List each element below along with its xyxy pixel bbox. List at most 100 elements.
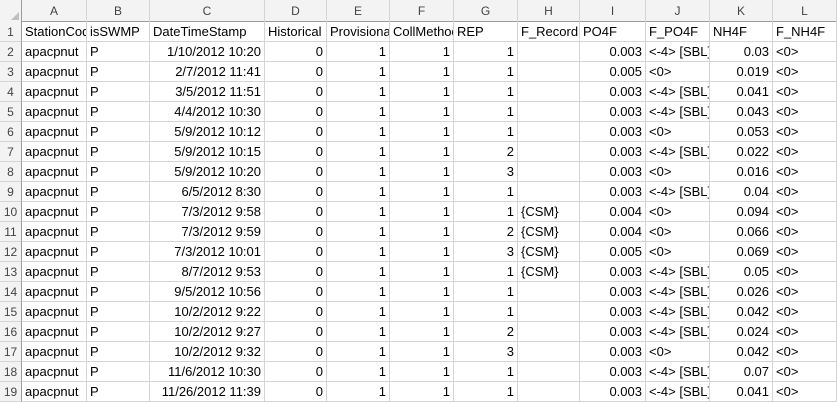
cell-k15[interactable]: 0.042 xyxy=(710,302,773,322)
cell-l7[interactable]: <0> xyxy=(773,142,837,162)
row-header-9[interactable]: 9 xyxy=(0,182,22,202)
cell-c6[interactable]: 5/9/2012 10:12 xyxy=(150,122,265,142)
row-header-10[interactable]: 10 xyxy=(0,202,22,222)
cell-b19[interactable]: P xyxy=(87,382,150,402)
cell-g8[interactable]: 3 xyxy=(454,162,518,182)
cell-l16[interactable]: <0> xyxy=(773,322,837,342)
cell-g15[interactable]: 1 xyxy=(454,302,518,322)
cell-k11[interactable]: 0.066 xyxy=(710,222,773,242)
cell-l19[interactable]: <0> xyxy=(773,382,837,402)
cell-a9[interactable]: apacpnut xyxy=(22,182,87,202)
cell-k12[interactable]: 0.069 xyxy=(710,242,773,262)
cell-l2[interactable]: <0> xyxy=(773,42,837,62)
cell-a4[interactable]: apacpnut xyxy=(22,82,87,102)
cell-c8[interactable]: 5/9/2012 10:20 xyxy=(150,162,265,182)
cell-l8[interactable]: <0> xyxy=(773,162,837,182)
cell-e9[interactable]: 1 xyxy=(327,182,390,202)
column-header-e[interactable]: E xyxy=(327,0,390,22)
header-cell-c[interactable]: DateTimeStamp xyxy=(150,22,265,42)
cell-e15[interactable]: 1 xyxy=(327,302,390,322)
cell-k14[interactable]: 0.026 xyxy=(710,282,773,302)
cell-k2[interactable]: 0.03 xyxy=(710,42,773,62)
cell-b9[interactable]: P xyxy=(87,182,150,202)
cell-l10[interactable]: <0> xyxy=(773,202,837,222)
cell-a10[interactable]: apacpnut xyxy=(22,202,87,222)
cell-e18[interactable]: 1 xyxy=(327,362,390,382)
cell-k8[interactable]: 0.016 xyxy=(710,162,773,182)
cell-i8[interactable]: 0.003 xyxy=(580,162,646,182)
header-cell-d[interactable]: Historical xyxy=(265,22,327,42)
cell-j14[interactable]: <-4> [SBL] xyxy=(646,282,710,302)
cell-h15[interactable] xyxy=(518,302,580,322)
cell-j3[interactable]: <0> xyxy=(646,62,710,82)
cell-c2[interactable]: 1/10/2012 10:20 xyxy=(150,42,265,62)
cell-d13[interactable]: 0 xyxy=(265,262,327,282)
cell-k18[interactable]: 0.07 xyxy=(710,362,773,382)
cell-k6[interactable]: 0.053 xyxy=(710,122,773,142)
cell-b14[interactable]: P xyxy=(87,282,150,302)
cell-f2[interactable]: 1 xyxy=(390,42,454,62)
cell-h8[interactable] xyxy=(518,162,580,182)
cell-g6[interactable]: 1 xyxy=(454,122,518,142)
cell-l17[interactable]: <0> xyxy=(773,342,837,362)
cell-b10[interactable]: P xyxy=(87,202,150,222)
cell-l15[interactable]: <0> xyxy=(773,302,837,322)
cell-h12[interactable]: {CSM} xyxy=(518,242,580,262)
cell-e19[interactable]: 1 xyxy=(327,382,390,402)
cell-d16[interactable]: 0 xyxy=(265,322,327,342)
column-header-j[interactable]: J xyxy=(646,0,710,22)
cell-c10[interactable]: 7/3/2012 9:58 xyxy=(150,202,265,222)
cell-i5[interactable]: 0.003 xyxy=(580,102,646,122)
cell-a12[interactable]: apacpnut xyxy=(22,242,87,262)
cell-e8[interactable]: 1 xyxy=(327,162,390,182)
cell-e5[interactable]: 1 xyxy=(327,102,390,122)
cell-i2[interactable]: 0.003 xyxy=(580,42,646,62)
cell-d7[interactable]: 0 xyxy=(265,142,327,162)
cell-k7[interactable]: 0.022 xyxy=(710,142,773,162)
cell-j4[interactable]: <-4> [SBL] xyxy=(646,82,710,102)
cell-i14[interactable]: 0.003 xyxy=(580,282,646,302)
row-header-16[interactable]: 16 xyxy=(0,322,22,342)
cell-d19[interactable]: 0 xyxy=(265,382,327,402)
cell-b13[interactable]: P xyxy=(87,262,150,282)
cell-k17[interactable]: 0.042 xyxy=(710,342,773,362)
cell-c12[interactable]: 7/3/2012 10:01 xyxy=(150,242,265,262)
cell-i11[interactable]: 0.004 xyxy=(580,222,646,242)
cell-c9[interactable]: 6/5/2012 8:30 xyxy=(150,182,265,202)
cell-i17[interactable]: 0.003 xyxy=(580,342,646,362)
cell-i9[interactable]: 0.003 xyxy=(580,182,646,202)
cell-a7[interactable]: apacpnut xyxy=(22,142,87,162)
cell-b12[interactable]: P xyxy=(87,242,150,262)
cell-d2[interactable]: 0 xyxy=(265,42,327,62)
cell-c11[interactable]: 7/3/2012 9:59 xyxy=(150,222,265,242)
cell-i6[interactable]: 0.003 xyxy=(580,122,646,142)
cell-d4[interactable]: 0 xyxy=(265,82,327,102)
cell-b16[interactable]: P xyxy=(87,322,150,342)
cell-k19[interactable]: 0.041 xyxy=(710,382,773,402)
cell-a3[interactable]: apacpnut xyxy=(22,62,87,82)
cell-g10[interactable]: 1 xyxy=(454,202,518,222)
cell-l18[interactable]: <0> xyxy=(773,362,837,382)
cell-e14[interactable]: 1 xyxy=(327,282,390,302)
cell-e12[interactable]: 1 xyxy=(327,242,390,262)
column-header-b[interactable]: B xyxy=(87,0,150,22)
cell-h3[interactable] xyxy=(518,62,580,82)
row-header-3[interactable]: 3 xyxy=(0,62,22,82)
cell-h2[interactable] xyxy=(518,42,580,62)
cell-k3[interactable]: 0.019 xyxy=(710,62,773,82)
cell-j9[interactable]: <-4> [SBL] xyxy=(646,182,710,202)
column-header-g[interactable]: G xyxy=(454,0,518,22)
cell-e10[interactable]: 1 xyxy=(327,202,390,222)
cell-g4[interactable]: 1 xyxy=(454,82,518,102)
cell-e2[interactable]: 1 xyxy=(327,42,390,62)
cell-c3[interactable]: 2/7/2012 11:41 xyxy=(150,62,265,82)
cell-i7[interactable]: 0.003 xyxy=(580,142,646,162)
cell-g14[interactable]: 1 xyxy=(454,282,518,302)
row-header-1[interactable]: 1 xyxy=(0,22,22,42)
cell-f9[interactable]: 1 xyxy=(390,182,454,202)
row-header-2[interactable]: 2 xyxy=(0,42,22,62)
cell-j7[interactable]: <-4> [SBL] xyxy=(646,142,710,162)
header-cell-l[interactable]: F_NH4F xyxy=(773,22,837,42)
cell-g5[interactable]: 1 xyxy=(454,102,518,122)
cell-f10[interactable]: 1 xyxy=(390,202,454,222)
